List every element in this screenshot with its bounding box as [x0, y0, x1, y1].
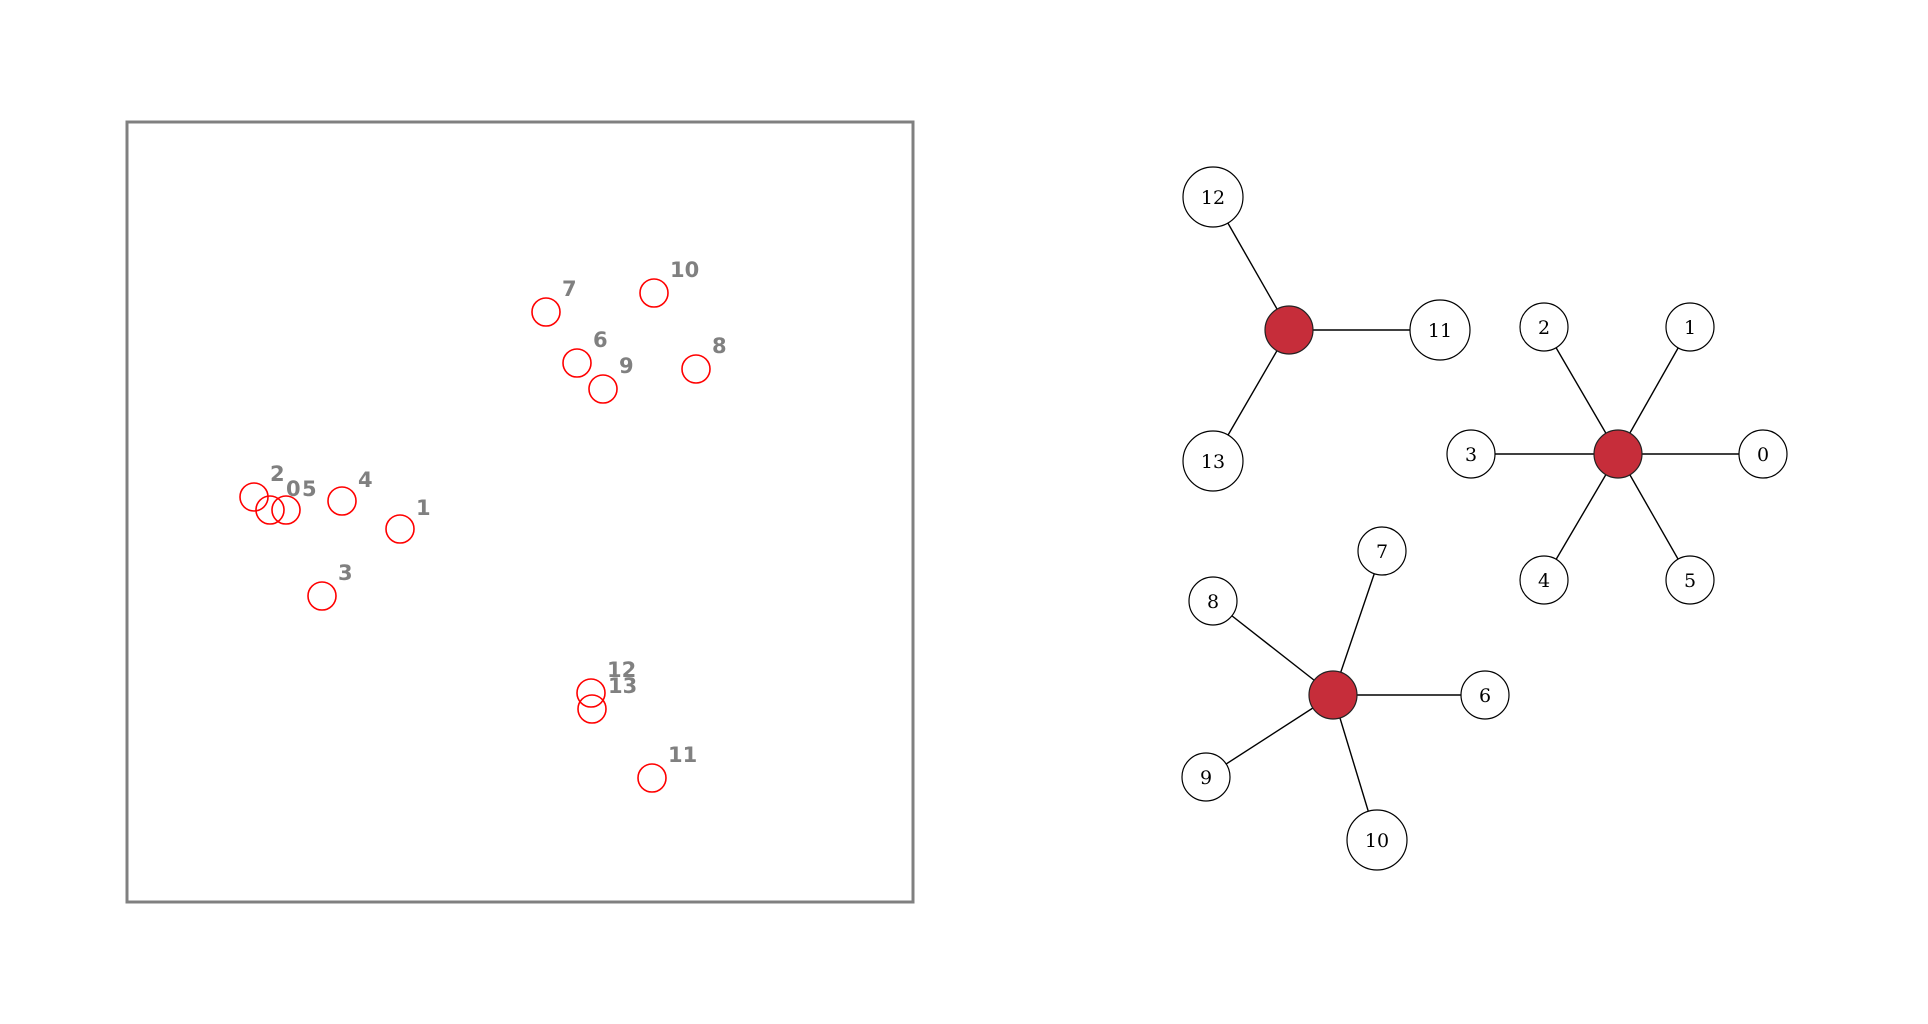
- scatter-label-13: 13: [608, 674, 637, 698]
- graph-leaf-node-3: [1446, 429, 1496, 479]
- scatter-point-11: [637, 763, 667, 793]
- graph-leaf-node-8: [1188, 576, 1238, 626]
- graph-leaf-node-0: [1738, 429, 1788, 479]
- scatter-label-10: 10: [670, 258, 699, 282]
- graph-leaf-node-6: [1460, 670, 1510, 720]
- scatter-point-8: [681, 354, 711, 384]
- scatter-point-7: [531, 297, 561, 327]
- scatter-label-8: 8: [712, 334, 727, 358]
- scatter-point-13: [577, 694, 607, 724]
- graph-node-label-4: 4: [1538, 570, 1550, 592]
- scatter-point-0: [255, 495, 285, 525]
- graph-edges: [1205, 196, 1763, 841]
- scatter-point-2: [239, 482, 269, 512]
- scatter-label-7: 7: [562, 277, 577, 301]
- graph-node-label-12: 12: [1201, 187, 1225, 209]
- graph-node-label-3: 3: [1465, 444, 1477, 466]
- scatter-point-1: [385, 514, 415, 544]
- scatter-label-9: 9: [619, 354, 634, 378]
- graph-node-label-7: 7: [1376, 541, 1388, 563]
- scatter-point-6: [562, 348, 592, 378]
- scatter-label-11: 11: [668, 743, 697, 767]
- graph-leaf-node-9: [1181, 752, 1231, 802]
- graph-leaf-node-12: [1182, 166, 1244, 228]
- graph-node-label-5: 5: [1684, 570, 1696, 592]
- graph-leaf-node-1: [1665, 302, 1715, 352]
- scatter-point-12: [576, 678, 606, 708]
- scatter-frame: [125, 120, 915, 904]
- graph-node-label-8: 8: [1207, 591, 1219, 613]
- graph-hub-node-hub-a: [1593, 429, 1643, 479]
- graph-edge-hub-b-8: [1212, 600, 1334, 696]
- graph-hub-node-hub-c: [1264, 305, 1314, 355]
- graph-leaf-node-5: [1665, 555, 1715, 605]
- scatter-label-5: 5: [302, 477, 317, 501]
- graph-node-label-6: 6: [1479, 685, 1491, 707]
- scatter-point-5: [271, 495, 301, 525]
- scatter-point-3: [307, 581, 337, 611]
- graph-node-label-0: 0: [1757, 444, 1769, 466]
- graph-leaf-node-13: [1182, 430, 1244, 492]
- graph-leaf-node-2: [1519, 302, 1569, 352]
- scatter-label-3: 3: [338, 561, 353, 585]
- graph-node-label-10: 10: [1365, 830, 1389, 852]
- scatter-label-2: 2: [270, 462, 285, 486]
- graph-node-label-11: 11: [1428, 320, 1452, 342]
- graph-leaf-node-7: [1357, 526, 1407, 576]
- scatter-point-10: [639, 278, 669, 308]
- scatter-label-6: 6: [593, 328, 608, 352]
- graph-leaf-node-4: [1519, 555, 1569, 605]
- graph-node-label-13: 13: [1201, 451, 1225, 473]
- graph-leaf-node-11: [1409, 299, 1471, 361]
- scatter-label-0: 0: [286, 477, 301, 501]
- scatter-label-4: 4: [358, 468, 373, 492]
- graph-node-label-2: 2: [1538, 317, 1550, 339]
- graph-hub-node-hub-b: [1308, 670, 1358, 720]
- graph-edge-hub-b-7: [1332, 550, 1383, 696]
- graph-leaf-node-10: [1346, 809, 1408, 871]
- graph-node-label-9: 9: [1200, 767, 1212, 789]
- scatter-point-4: [327, 486, 357, 516]
- graph-node-label-1: 1: [1684, 317, 1696, 339]
- scatter-label-1: 1: [416, 496, 431, 520]
- scatter-label-12: 12: [607, 658, 636, 682]
- scatter-point-9: [588, 374, 618, 404]
- graph-edge-hub-b-9: [1205, 694, 1334, 778]
